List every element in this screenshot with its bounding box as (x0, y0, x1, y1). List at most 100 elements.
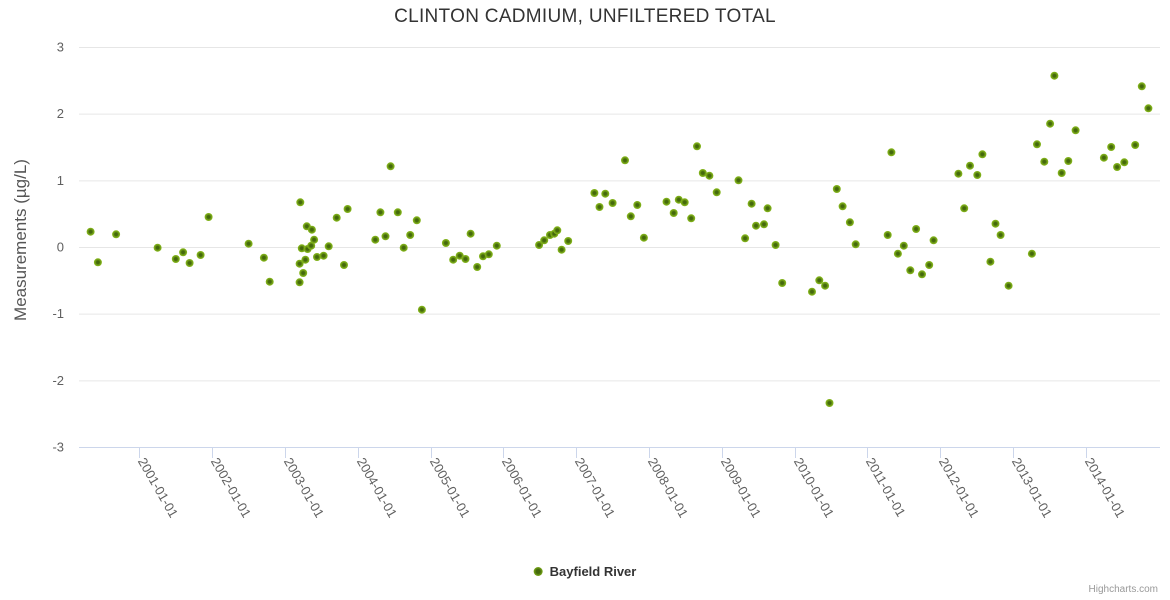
data-point[interactable] (492, 241, 501, 250)
data-point[interactable] (1137, 82, 1146, 91)
data-point[interactable] (698, 169, 707, 177)
data-point[interactable] (771, 241, 780, 249)
data-point[interactable] (832, 185, 841, 193)
data-point[interactable] (386, 162, 395, 171)
data-point[interactable] (906, 266, 915, 275)
data-point[interactable] (687, 214, 696, 223)
data-point[interactable] (86, 227, 95, 236)
data-point[interactable] (473, 263, 482, 271)
data-point[interactable] (760, 220, 768, 229)
data-point[interactable] (893, 249, 902, 258)
data-point[interactable] (371, 235, 380, 244)
data-point[interactable] (601, 189, 610, 198)
data-point[interactable] (1144, 104, 1153, 113)
data-point[interactable] (441, 239, 450, 247)
data-point[interactable] (340, 261, 348, 269)
data-point[interactable] (712, 188, 721, 197)
data-point[interactable] (1071, 126, 1080, 135)
data-point[interactable] (747, 199, 756, 208)
data-point[interactable] (301, 255, 310, 264)
data-point[interactable] (752, 221, 760, 230)
data-point[interactable] (763, 204, 772, 213)
data-point[interactable] (991, 219, 1000, 228)
data-point[interactable] (417, 305, 426, 314)
data-point[interactable] (1107, 143, 1116, 151)
data-point[interactable] (590, 189, 599, 197)
data-point[interactable] (307, 225, 316, 234)
data-point[interactable] (406, 231, 415, 239)
data-point[interactable] (332, 213, 341, 222)
data-point[interactable] (918, 270, 926, 279)
data-point[interactable] (319, 251, 328, 260)
data-point[interactable] (196, 251, 205, 259)
data-point[interactable] (626, 212, 635, 221)
data-point[interactable] (376, 208, 385, 217)
data-point[interactable] (954, 169, 963, 178)
data-point[interactable] (295, 278, 304, 287)
data-point[interactable] (1033, 140, 1041, 149)
data-point[interactable] (296, 198, 305, 207)
data-point[interactable] (741, 234, 750, 243)
data-point[interactable] (343, 205, 352, 213)
data-point[interactable] (564, 237, 573, 245)
data-point[interactable] (1099, 153, 1108, 162)
data-point[interactable] (244, 239, 253, 248)
data-point[interactable] (825, 399, 834, 407)
data-point[interactable] (705, 171, 714, 180)
data-point[interactable] (1046, 119, 1055, 128)
data-point[interactable] (299, 269, 308, 277)
data-point[interactable] (112, 230, 121, 239)
data-point[interactable] (821, 281, 830, 290)
data-point[interactable] (838, 202, 847, 211)
data-point[interactable] (815, 276, 824, 285)
data-point[interactable] (925, 261, 934, 269)
data-point[interactable] (595, 203, 604, 211)
data-point[interactable] (966, 161, 974, 170)
data-point[interactable] (960, 204, 969, 213)
data-point[interactable] (680, 198, 689, 207)
data-point[interactable] (693, 142, 701, 151)
data-point[interactable] (557, 245, 566, 254)
data-point[interactable] (153, 243, 162, 252)
data-point[interactable] (1120, 158, 1129, 167)
data-point[interactable] (553, 226, 562, 235)
data-point[interactable] (461, 255, 470, 263)
data-point[interactable] (899, 241, 908, 250)
data-point[interactable] (1064, 157, 1073, 165)
data-point[interactable] (540, 236, 549, 245)
data-point[interactable] (324, 242, 333, 251)
data-point[interactable] (1027, 249, 1036, 258)
data-point[interactable] (887, 148, 896, 157)
data-point[interactable] (310, 235, 319, 244)
data-point[interactable] (669, 209, 678, 217)
data-point[interactable] (449, 255, 458, 264)
data-point[interactable] (204, 213, 213, 221)
data-point[interactable] (1113, 163, 1122, 171)
data-point[interactable] (1004, 281, 1013, 290)
data-point[interactable] (313, 253, 321, 261)
data-point[interactable] (1040, 157, 1049, 166)
data-point[interactable] (662, 197, 671, 206)
data-point[interactable] (1057, 169, 1066, 177)
data-point[interactable] (381, 232, 390, 241)
data-point[interactable] (1050, 71, 1059, 80)
data-point[interactable] (93, 258, 102, 267)
data-point[interactable] (608, 199, 617, 207)
data-point[interactable] (778, 279, 787, 287)
data-point[interactable] (265, 277, 274, 286)
data-point[interactable] (185, 259, 194, 267)
data-point[interactable] (633, 201, 642, 209)
data-point[interactable] (179, 248, 188, 257)
data-point[interactable] (399, 243, 408, 252)
data-point[interactable] (307, 241, 316, 250)
data-point[interactable] (1131, 141, 1140, 149)
data-point[interactable] (535, 241, 544, 249)
data-point[interactable] (393, 208, 402, 217)
data-point[interactable] (171, 255, 180, 263)
data-point[interactable] (978, 150, 987, 159)
data-point[interactable] (845, 218, 854, 227)
data-point[interactable] (734, 176, 743, 185)
data-point[interactable] (808, 287, 816, 296)
data-point[interactable] (851, 240, 860, 249)
legend-item-bayfield-river[interactable]: Bayfield River (533, 564, 636, 579)
